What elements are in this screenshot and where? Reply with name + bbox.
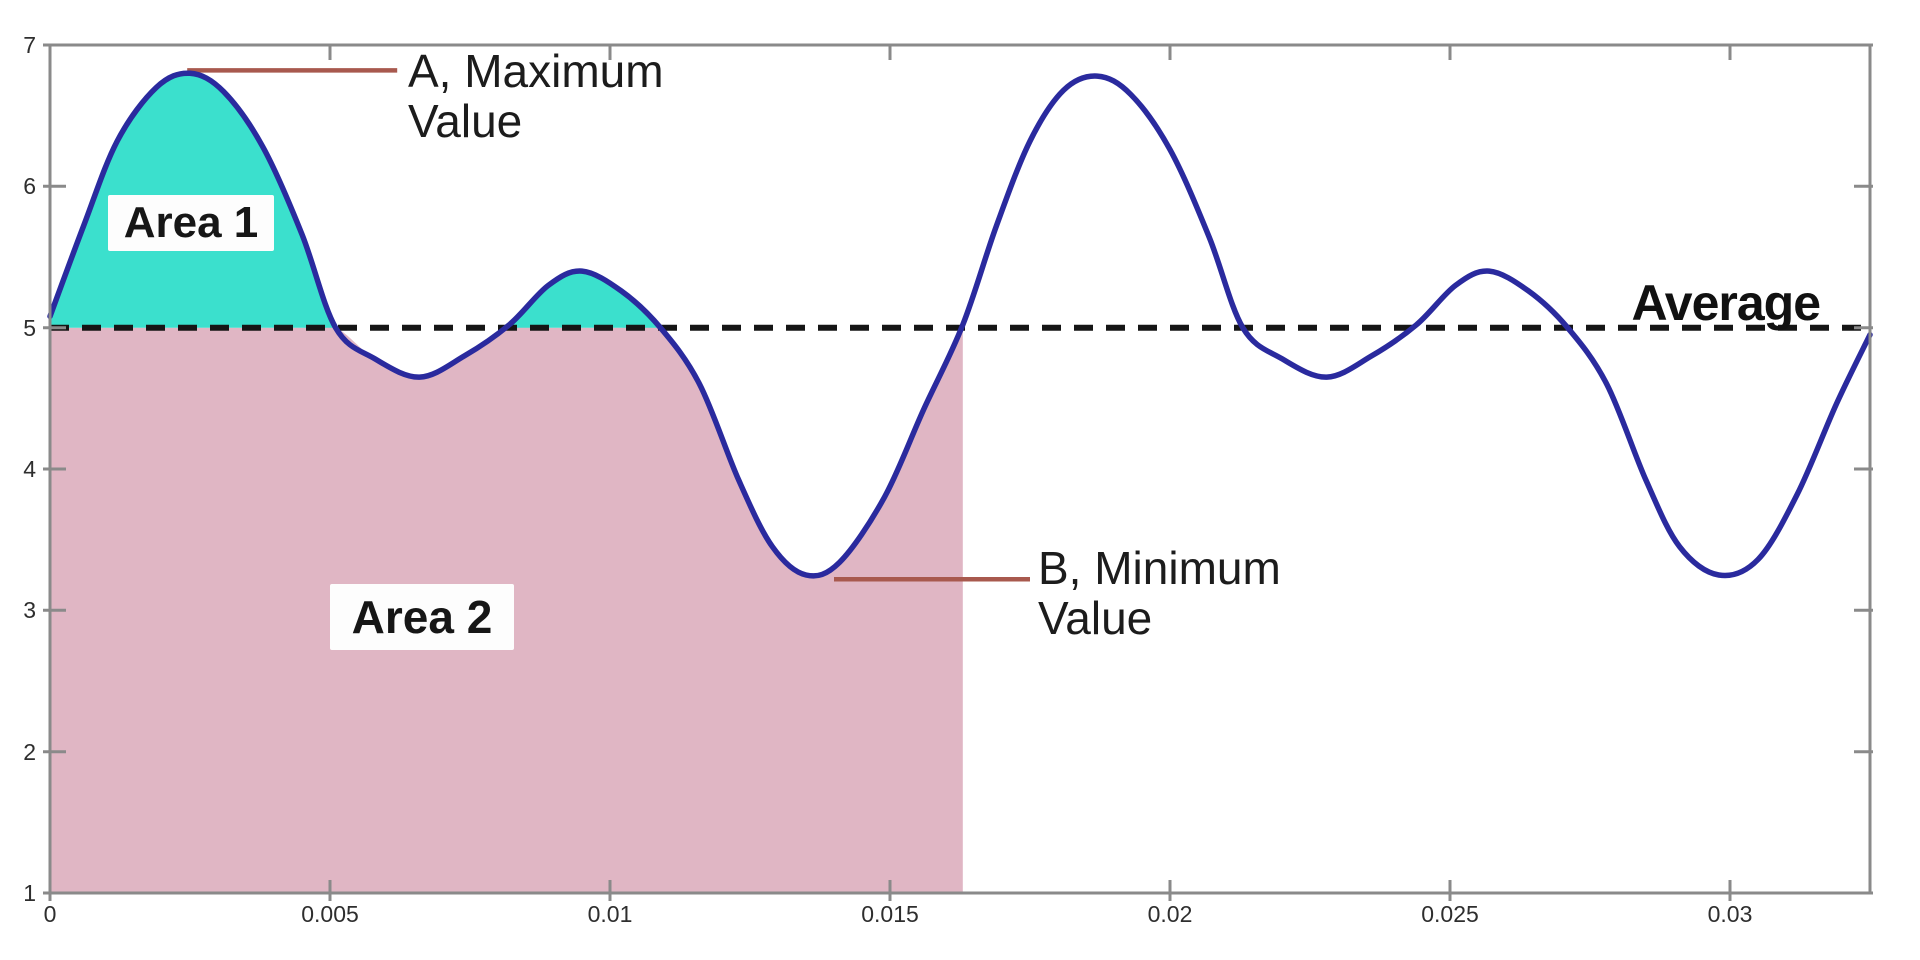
annotation-a-line1: A, Maximum [408,45,664,97]
signal-curve [47,70,1873,579]
y-tick-label: 3 [23,597,36,624]
annotation-b-line2: Value [1038,592,1153,644]
x-tick-label: 0.005 [301,901,359,927]
y-tick-label: 6 [23,173,36,200]
y-tick-label: 1 [23,880,36,906]
x-tick-label: 0.02 [1147,901,1193,927]
average-label: Average [1631,275,1821,331]
annotation-b-line1: B, Minimum [1038,542,1281,594]
y-tick-label: 2 [23,738,36,765]
annotation-b-minimum: B, Minimum Value [1038,543,1281,643]
area1-label: Area 1 [108,195,274,251]
y-tick-label: 4 [23,456,36,482]
annotation-a-maximum: A, Maximum Value [408,46,664,146]
y-tick-label: 5 [23,314,36,341]
area1-fill-2 [509,271,661,328]
x-tick-label: 0.01 [587,901,633,927]
x-tick-label: 0.015 [861,901,919,927]
area2-label: Area 2 [330,584,514,650]
x-tick-label: 0 [43,901,57,927]
x-tick-label: 0.03 [1707,901,1753,927]
y-tick-label: 7 [23,32,36,58]
annotation-a-line2: Value [408,95,523,147]
x-tick-label: 0.025 [1421,901,1479,927]
